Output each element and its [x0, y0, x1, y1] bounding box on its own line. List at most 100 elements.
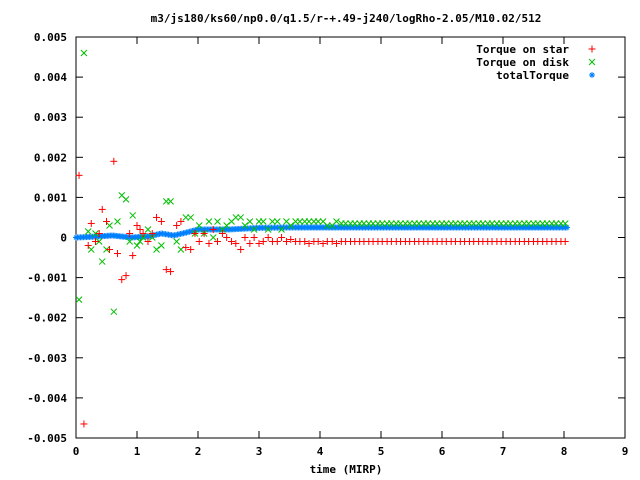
disk-torque-point — [406, 220, 414, 227]
disk-torque-point — [114, 218, 121, 225]
disk-torque-point — [534, 220, 542, 227]
series-torque-on-disk — [75, 49, 569, 316]
legend-marker — [588, 58, 596, 66]
x-tick-label: 8 — [561, 445, 568, 458]
star-torque-point — [301, 238, 309, 246]
star-torque-point — [187, 246, 195, 254]
disk-torque-point — [80, 49, 88, 57]
disk-torque-point — [488, 220, 496, 227]
disk-torque-point — [250, 226, 258, 233]
star-torque-point — [255, 240, 263, 248]
star-torque-point — [182, 244, 190, 252]
disk-torque-point — [323, 222, 331, 229]
star-torque-point — [191, 229, 199, 237]
disk-torque-point — [205, 218, 213, 225]
disk-torque-point — [182, 214, 190, 221]
plot-frame — [75, 36, 626, 439]
disk-torque-point — [84, 228, 92, 235]
x-tick-label: 0 — [73, 445, 80, 458]
disk-torque-point — [424, 220, 432, 227]
x-tick-label: 9 — [622, 445, 629, 458]
series-torque-on-star — [75, 157, 569, 428]
disk-torque-point — [543, 220, 551, 227]
y-tick-label: 0.001 — [34, 191, 67, 204]
disk-torque-point — [296, 218, 304, 225]
star-torque-point — [87, 219, 95, 227]
legend-marker — [589, 72, 595, 78]
disk-torque-point — [173, 238, 181, 245]
star-torque-point — [110, 157, 118, 165]
disk-torque-point — [333, 218, 340, 225]
disk-torque-point — [139, 234, 147, 241]
y-tick-label: -0.005 — [27, 432, 67, 445]
disk-torque-point — [516, 220, 523, 227]
star-torque-point — [205, 240, 213, 248]
star-torque-point — [319, 240, 327, 248]
disk-torque-point — [223, 222, 231, 229]
disk-torque-point — [351, 220, 359, 227]
star-torque-point — [278, 234, 286, 241]
y-tick-label: 0.002 — [34, 151, 67, 164]
disk-torque-point — [497, 220, 505, 227]
disk-torque-point — [369, 220, 377, 227]
star-torque-point — [195, 238, 203, 246]
y-tick-label: 0.003 — [34, 111, 67, 124]
disk-torque-point — [126, 238, 134, 245]
x-tick-label: 6 — [439, 445, 446, 458]
star-torque-point — [157, 217, 165, 225]
disk-torque-point — [95, 238, 103, 245]
disk-torque-point — [305, 218, 313, 225]
disk-torque-point — [75, 296, 83, 304]
disk-torque-point — [314, 218, 322, 225]
star-torque-point — [144, 238, 152, 246]
star-torque-point — [305, 240, 313, 248]
star-torque-point — [153, 213, 161, 221]
star-torque-point — [126, 229, 134, 237]
star-torque-point — [177, 217, 185, 225]
star-torque-point — [246, 240, 254, 248]
star-torque-point — [259, 238, 267, 246]
disk-torque-point — [461, 220, 468, 227]
y-tick-label: -0.003 — [27, 352, 67, 365]
star-torque-point — [167, 268, 175, 276]
disk-torque-point — [388, 220, 395, 227]
x-tick-label: 5 — [378, 445, 385, 458]
disk-torque-point — [259, 218, 267, 225]
star-torque-point — [200, 229, 208, 237]
star-torque-point — [133, 221, 141, 229]
star-torque-point — [92, 238, 100, 246]
disk-torque-point — [360, 220, 368, 227]
disk-torque-point — [273, 218, 281, 225]
star-torque-point — [561, 238, 569, 246]
disk-torque-point — [122, 196, 130, 203]
x-tick-label: 1 — [134, 445, 141, 458]
star-torque-point — [113, 250, 121, 258]
star-torque-point — [118, 276, 126, 284]
disk-torque-point — [479, 220, 487, 227]
star-torque-point — [237, 246, 245, 254]
axes-group: 0 1 2 3 4 5 6 7 8 9 -0.005 -0.004 -0.003 -0.002 -0.001… — [27, 31, 628, 458]
disk-torque-point — [232, 214, 240, 221]
y-tick-label: -0.001 — [27, 272, 67, 285]
disk-torque-point — [144, 226, 152, 233]
disk-torque-point — [98, 258, 106, 265]
disk-torque-point — [433, 220, 441, 227]
disk-torque-point — [552, 220, 560, 227]
x-tick-label: 3 — [256, 445, 263, 458]
star-torque-point — [282, 238, 290, 246]
star-torque-point — [314, 238, 322, 246]
disk-torque-point — [342, 220, 349, 227]
disk-torque-point — [133, 242, 141, 249]
star-torque-point — [218, 229, 226, 237]
y-tick-label: -0.004 — [27, 392, 67, 405]
star-torque-point — [228, 238, 236, 246]
disk-torque-point — [415, 220, 423, 227]
data-marks — [73, 49, 571, 428]
disk-torque-point — [158, 242, 165, 249]
disk-torque-point — [87, 246, 95, 253]
disk-torque-point — [167, 198, 174, 205]
disk-torque-point — [470, 220, 478, 227]
legend-label: totalTorque — [496, 69, 569, 82]
